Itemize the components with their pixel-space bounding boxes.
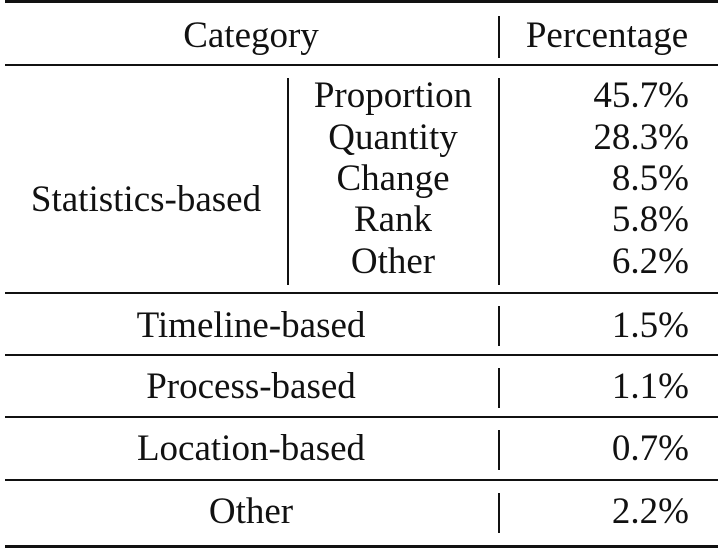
header-category: Category [183,15,319,56]
subcategory-value: 8.5% [611,158,689,199]
subcategory-value: 6.2% [611,241,689,282]
bottom-rule [5,545,718,548]
top-rule [5,0,718,3]
category-value: 2.2% [611,491,689,532]
category-label: Location-based [136,428,366,469]
header-percentage: Percentage [525,15,689,56]
subcategory-label: Quantity [328,117,458,158]
row-rule [5,354,718,356]
subcategory-label: Other [350,241,436,282]
subcategory-label: Change [336,158,450,199]
header-rule [5,64,718,66]
column-divider [498,368,500,408]
column-divider [498,430,500,470]
row-rule [5,416,718,418]
category-value: 1.1% [611,366,689,407]
subcategory-value: 45.7% [593,75,689,116]
column-divider [498,306,500,346]
subcategory-divider [287,78,289,285]
column-divider [498,493,500,533]
subcategory-value: 5.8% [611,199,689,240]
row-rule [5,479,718,481]
category-value: 0.7% [611,428,689,469]
category-value: 1.5% [611,305,689,346]
row-rule [5,292,718,294]
column-divider [498,78,500,285]
column-divider [498,16,500,58]
group-label: Statistics-based [30,179,262,220]
subcategory-label: Proportion [313,75,473,116]
category-label: Process-based [146,366,356,407]
category-label: Timeline-based [136,305,366,346]
subcategory-value: 28.3% [593,117,689,158]
subcategory-label: Rank [353,199,433,240]
category-label: Other [208,491,294,532]
